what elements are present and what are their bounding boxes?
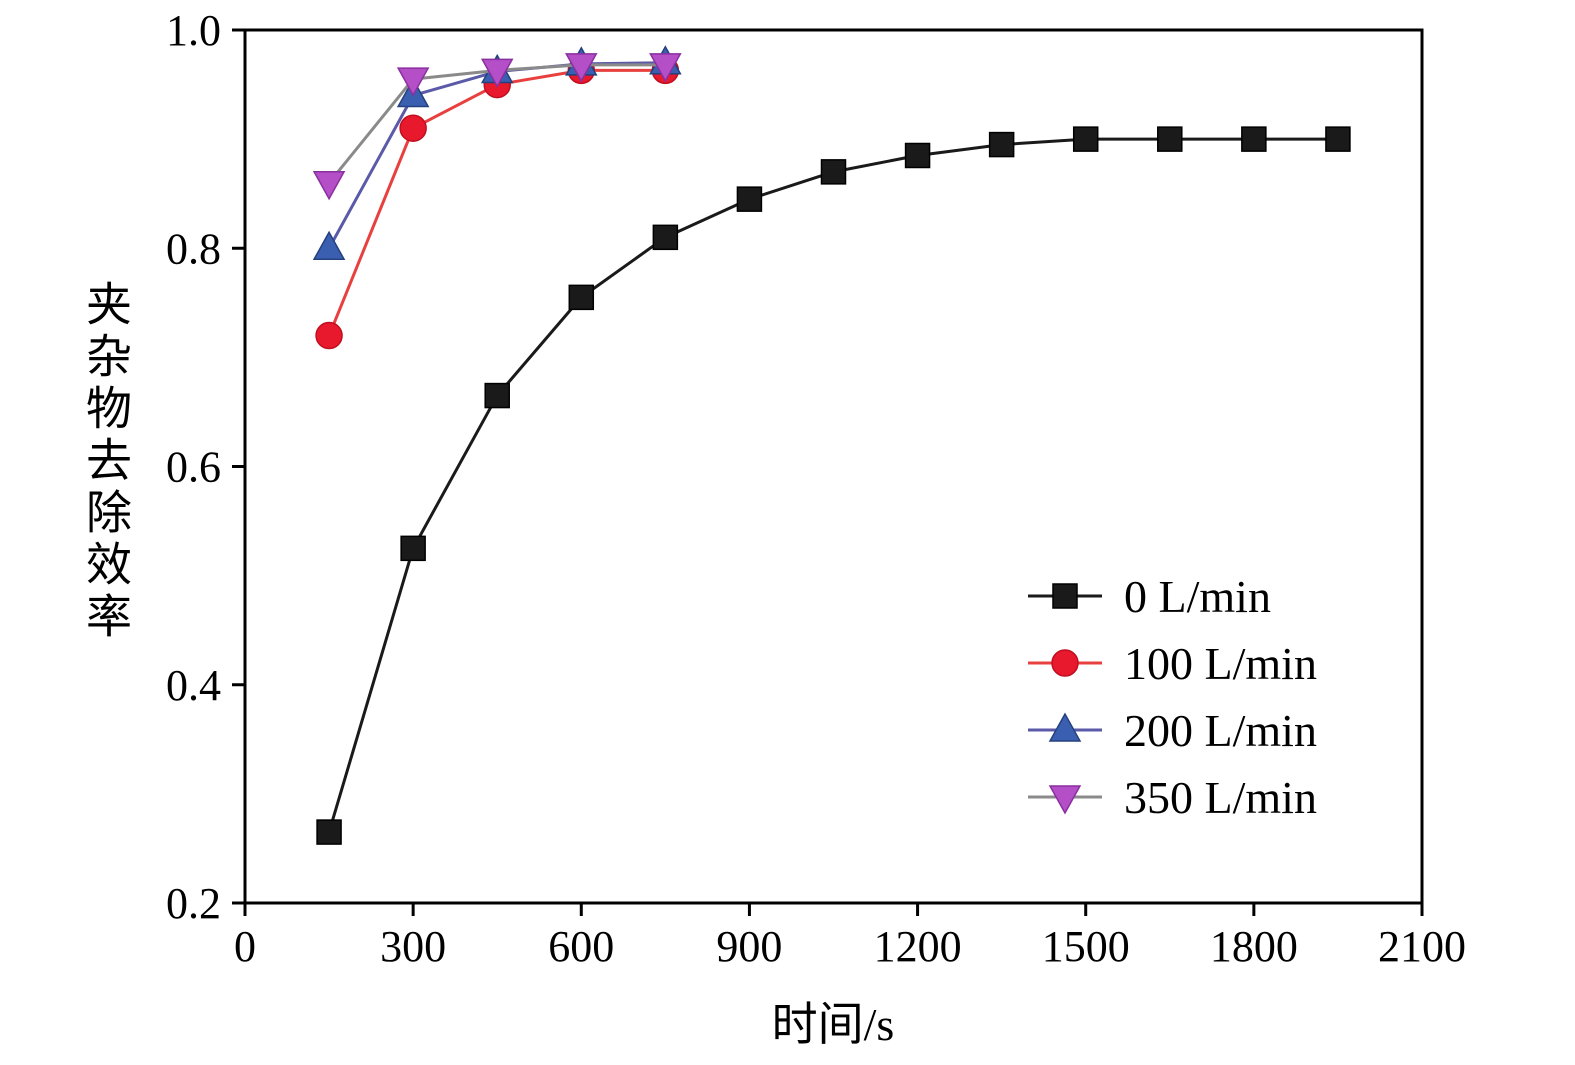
data-point-marker (820, 159, 847, 185)
legend-marker (1048, 712, 1082, 742)
data-point-marker (904, 142, 931, 169)
data-point-marker (649, 53, 682, 83)
series-line (327, 68, 666, 337)
data-point-marker (312, 171, 346, 201)
legend-label: 350 L/min (1124, 772, 1317, 823)
data-point-marker (316, 819, 342, 845)
x-tick-label: 1800 (1210, 922, 1298, 971)
data-point-marker (484, 382, 510, 409)
x-tick-label: 600 (548, 922, 614, 971)
data-point-marker (988, 131, 1015, 158)
data-point-marker (312, 230, 346, 260)
data-point-marker (1157, 126, 1183, 152)
x-tick-label: 1500 (1042, 922, 1130, 971)
y-tick-label: 0.6 (166, 443, 221, 492)
legend-label: 200 L/min (1124, 705, 1317, 756)
legend: 0 L/min 100 L/min 200 L/min 350 L/min (1028, 571, 1317, 823)
data-point-marker (396, 67, 430, 97)
series-0-L-min (316, 126, 1351, 845)
legend-label: 0 L/min (1124, 571, 1271, 622)
series-100-L-min (315, 56, 680, 350)
data-point-marker (736, 186, 763, 212)
x-axis-label: 时间/s (771, 999, 895, 1050)
y-tick-label: 1.0 (166, 6, 221, 55)
x-tick-label: 900 (716, 922, 782, 971)
legend-label: 100 L/min (1124, 638, 1317, 689)
legend-item: 100 L/min (1028, 638, 1317, 689)
data-point-marker (652, 224, 679, 251)
series-350-L-min (312, 53, 682, 201)
x-tick-label: 2100 (1378, 922, 1466, 971)
data-point-marker (1241, 126, 1267, 152)
data-point-marker (315, 321, 343, 350)
x-tick-label: 0 (234, 922, 256, 971)
legend-item: 200 L/min (1028, 705, 1317, 756)
legend-marker (1052, 583, 1078, 609)
legend-marker (1048, 785, 1082, 815)
legend-item: 350 L/min (1028, 772, 1317, 823)
y-axis-label: 夹杂物去除效率 (80, 280, 131, 644)
legend-marker (1051, 649, 1079, 677)
y-tick-label: 0.8 (166, 224, 221, 273)
x-tick-label: 300 (380, 922, 446, 971)
data-point-marker (480, 58, 514, 88)
y-tick-label: 0.2 (166, 879, 221, 928)
data-point-marker (1325, 126, 1351, 152)
data-point-marker (400, 535, 426, 562)
data-point-marker (399, 114, 427, 142)
y-tick-label: 0.4 (166, 661, 221, 710)
data-point-marker (568, 284, 595, 311)
data-point-marker (1072, 126, 1099, 152)
legend-item: 0 L/min (1028, 571, 1271, 622)
data-point-marker (565, 53, 598, 83)
x-tick-label: 1200 (874, 922, 962, 971)
